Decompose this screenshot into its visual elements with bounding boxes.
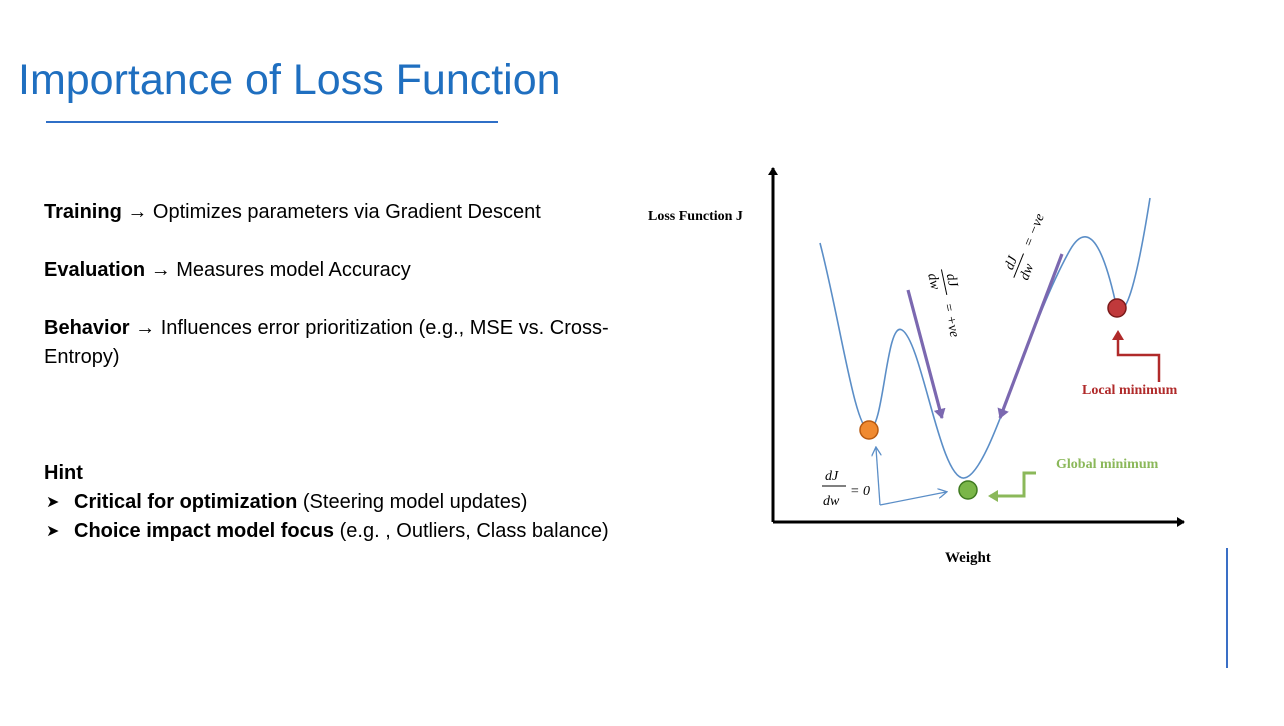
zero-slope-label: dJ dw = 0 [822, 469, 870, 509]
hint-bold: Critical for optimization [74, 491, 298, 513]
hint-heading: Hint [44, 462, 83, 484]
slope-positive-label: dJ dw = +ve [924, 269, 962, 339]
fraction-numerator: dJ [825, 469, 839, 484]
red-point [1107, 298, 1127, 318]
global-minimum-label: Global minimum [1056, 457, 1159, 472]
decorative-vertical-rule [1226, 548, 1228, 668]
orange-point [859, 420, 879, 440]
local-minimum-arrow [1116, 334, 1161, 382]
connector-to-green-point [879, 492, 946, 506]
content-bullets: Training → Optimizes parameters via Grad… [44, 198, 614, 546]
hint-rest: (e.g. , Outliers, Class balance) [334, 520, 609, 542]
item-term: Evaluation [44, 259, 146, 281]
item-text: Measures model Accuracy [176, 259, 411, 281]
hint-rest: (Steering model updates) [297, 491, 528, 513]
local-minimum-arrowhead [1112, 330, 1124, 340]
hint-point: ➤ Critical for optimization (Steering mo… [44, 488, 614, 517]
item-term: Behavior [44, 317, 130, 339]
arrowhead-bullet-icon: ➤ [46, 523, 60, 540]
y-axis-label: Loss Function J [648, 209, 743, 224]
hint-list: ➤ Critical for optimization (Steering mo… [44, 488, 614, 546]
slope-negative-label: dJ dw = −ve [1002, 212, 1048, 283]
arrowhead-bullet-icon: ➤ [46, 494, 60, 511]
arrow-icon: → [135, 317, 156, 339]
item-evaluation: Evaluation → Measures model Accuracy [44, 256, 614, 285]
hint-point: ➤ Choice impact model focus (e.g. , Outl… [44, 517, 614, 546]
item-text: Influences error prioritization (e.g., M… [44, 317, 609, 368]
local-minimum-label: Local minimum [1082, 383, 1178, 398]
slope-value: = +ve [940, 301, 962, 338]
green-point [958, 480, 978, 500]
fraction-numerator: dJ [1002, 253, 1021, 272]
hint-bold: Choice impact model focus [74, 520, 335, 542]
fraction-denominator: dw [924, 272, 942, 292]
slope-value: = −ve [1021, 212, 1048, 250]
title-underline [46, 121, 498, 123]
slide-title: Importance of Loss Function [18, 56, 561, 104]
item-training: Training → Optimizes parameters via Grad… [44, 198, 614, 227]
connector-to-orange-point [876, 448, 880, 506]
slope-arrow-negative [997, 253, 1064, 419]
arrow-icon: → [150, 259, 171, 281]
global-minimum-arrow [990, 471, 1036, 498]
item-text: Optimizes parameters via Gradient Descen… [152, 201, 541, 223]
item-behavior: Behavior → Influences error prioritizati… [44, 314, 614, 372]
fraction-numerator: dJ [943, 272, 961, 289]
global-minimum-arrowhead [988, 490, 998, 502]
slope-value: = 0 [850, 484, 870, 499]
x-axis-label: Weight [945, 550, 991, 566]
loss-landscape-diagram: Loss Function J Weight dJ dw = +ve dJ dw… [648, 167, 1185, 566]
slope-arrow-positive [906, 289, 946, 419]
arrow-icon: → [127, 201, 148, 223]
item-term: Training [44, 201, 122, 223]
fraction-denominator: dw [823, 494, 840, 509]
fraction-denominator: dw [1017, 261, 1037, 282]
